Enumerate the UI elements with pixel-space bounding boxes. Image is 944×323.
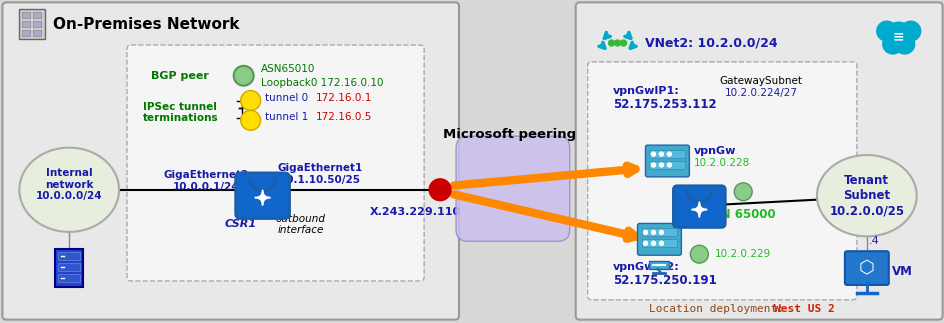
Text: West US 2: West US 2 (773, 304, 834, 314)
Text: 172.16.0.1: 172.16.0.1 (315, 93, 371, 103)
Circle shape (659, 241, 663, 245)
Text: On-Premises Network: On-Premises Network (53, 17, 240, 32)
Text: Loopback0 172.16.0.10: Loopback0 172.16.0.10 (261, 78, 382, 88)
Text: ASN 65000: ASN 65000 (702, 208, 775, 221)
FancyArrowPatch shape (453, 194, 635, 239)
Text: VM: VM (891, 265, 912, 277)
Text: GigaEthernet1: GigaEthernet1 (278, 163, 362, 173)
Text: 10.1.10.50/25: 10.1.10.50/25 (279, 175, 361, 185)
Ellipse shape (19, 148, 119, 232)
Text: vpnGwIP1:: vpnGwIP1: (612, 86, 679, 96)
FancyBboxPatch shape (575, 2, 941, 320)
Circle shape (650, 152, 655, 156)
FancyBboxPatch shape (649, 150, 684, 158)
FancyBboxPatch shape (673, 186, 724, 227)
FancyBboxPatch shape (59, 274, 80, 282)
Circle shape (659, 230, 663, 234)
Text: .4: .4 (868, 236, 878, 246)
Circle shape (650, 163, 655, 167)
Circle shape (614, 40, 620, 46)
Circle shape (620, 40, 626, 46)
Text: Internal
network
10.0.0.0/24: Internal network 10.0.0.0/24 (36, 168, 102, 202)
Circle shape (241, 110, 261, 130)
Text: ≡: ≡ (892, 29, 903, 43)
Text: outbound
interface: outbound interface (276, 214, 325, 235)
Circle shape (894, 34, 914, 54)
FancyBboxPatch shape (23, 12, 30, 18)
Text: 10.2.0.229: 10.2.0.229 (715, 249, 770, 259)
Text: ASN65010: ASN65010 (261, 64, 314, 74)
FancyArrowPatch shape (453, 166, 634, 185)
FancyBboxPatch shape (649, 161, 684, 169)
FancyBboxPatch shape (456, 136, 569, 241)
Text: 10.0.0.1/24: 10.0.0.1/24 (173, 182, 239, 192)
Circle shape (884, 22, 912, 50)
Circle shape (733, 183, 751, 201)
FancyBboxPatch shape (844, 251, 888, 285)
Text: ⬡: ⬡ (858, 259, 874, 277)
Circle shape (690, 245, 708, 263)
FancyBboxPatch shape (33, 21, 42, 27)
Circle shape (643, 230, 647, 234)
FancyBboxPatch shape (23, 21, 30, 27)
FancyBboxPatch shape (33, 12, 42, 18)
Text: 172.16.0.5: 172.16.0.5 (315, 112, 371, 122)
Circle shape (233, 66, 253, 86)
Circle shape (666, 152, 670, 156)
FancyBboxPatch shape (59, 263, 80, 271)
Text: Microsoft peering: Microsoft peering (443, 128, 576, 141)
Circle shape (659, 152, 663, 156)
Circle shape (241, 91, 261, 110)
Circle shape (659, 163, 663, 167)
Circle shape (882, 34, 902, 54)
Circle shape (650, 241, 655, 245)
FancyBboxPatch shape (59, 252, 80, 260)
Circle shape (429, 179, 450, 201)
Text: 52.175.253.112: 52.175.253.112 (612, 98, 716, 111)
FancyBboxPatch shape (3, 2, 459, 320)
FancyBboxPatch shape (645, 145, 688, 177)
Circle shape (650, 230, 655, 234)
Text: vpnGwIP2:: vpnGwIP2: (612, 262, 679, 272)
FancyBboxPatch shape (19, 9, 45, 39)
Text: Location deployment:: Location deployment: (649, 304, 784, 314)
FancyBboxPatch shape (641, 239, 677, 247)
FancyBboxPatch shape (126, 45, 424, 281)
Circle shape (666, 163, 670, 167)
FancyBboxPatch shape (235, 173, 289, 218)
Circle shape (608, 40, 614, 46)
Circle shape (643, 241, 647, 245)
FancyBboxPatch shape (55, 249, 83, 287)
Text: 10.2.0.228: 10.2.0.228 (693, 158, 749, 168)
Text: VNet2: 10.2.0.0/24: VNet2: 10.2.0.0/24 (645, 36, 777, 49)
FancyBboxPatch shape (641, 228, 677, 236)
FancyBboxPatch shape (649, 261, 668, 269)
Text: tunnel 1: tunnel 1 (264, 112, 308, 122)
Circle shape (876, 21, 896, 41)
Text: BGP peer: BGP peer (151, 71, 209, 81)
FancyBboxPatch shape (587, 62, 856, 300)
Text: GatewaySubnet: GatewaySubnet (719, 76, 801, 86)
Text: X.243.229.110: X.243.229.110 (369, 207, 461, 216)
Text: vpnGw: vpnGw (693, 146, 735, 156)
Text: tunnel 0: tunnel 0 (264, 93, 308, 103)
Text: Tenant
Subnet
10.2.0.0/25: Tenant Subnet 10.2.0.0/25 (829, 174, 903, 217)
FancyBboxPatch shape (637, 224, 681, 255)
Ellipse shape (817, 155, 916, 236)
Text: IPSec tunnel
terminations: IPSec tunnel terminations (143, 102, 218, 123)
Text: 52.175.250.191: 52.175.250.191 (612, 275, 716, 287)
Circle shape (900, 21, 919, 41)
Text: 10.2.0.224/27: 10.2.0.224/27 (724, 88, 797, 98)
Text: GigaEthernet2: GigaEthernet2 (163, 170, 248, 180)
FancyBboxPatch shape (23, 30, 30, 36)
FancyBboxPatch shape (33, 30, 42, 36)
Text: CSR1: CSR1 (225, 219, 257, 229)
